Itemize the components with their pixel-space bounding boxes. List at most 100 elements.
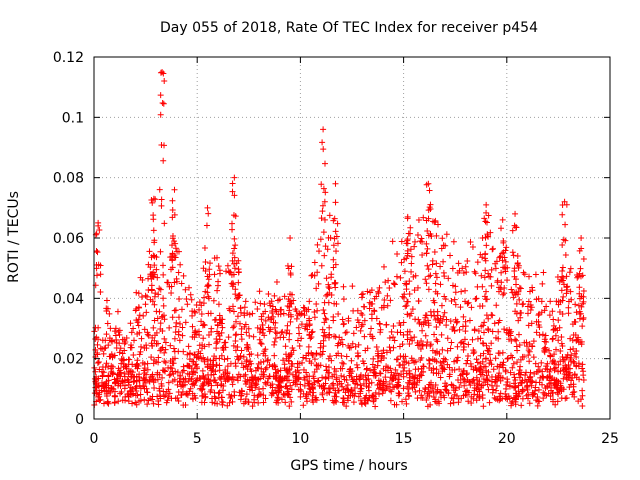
data-point <box>400 385 407 392</box>
data-point <box>176 320 183 327</box>
data-point <box>432 270 439 277</box>
data-point <box>439 346 446 353</box>
data-point <box>234 377 241 384</box>
data-point <box>159 374 166 381</box>
data-point <box>125 381 132 388</box>
data-point <box>287 318 294 325</box>
data-point <box>285 377 292 384</box>
data-point <box>203 222 210 229</box>
data-point <box>562 237 569 244</box>
data-point <box>120 379 127 386</box>
data-point <box>368 325 375 332</box>
data-point <box>427 308 434 315</box>
data-point <box>503 327 510 334</box>
data-point <box>326 324 333 331</box>
data-point <box>425 215 432 222</box>
data-point <box>222 344 229 351</box>
data-point <box>257 391 264 398</box>
data-point <box>270 390 277 397</box>
data-point <box>150 376 157 383</box>
data-point <box>423 396 430 403</box>
data-point <box>372 403 379 410</box>
data-point <box>511 273 518 280</box>
data-point <box>352 343 359 350</box>
data-point <box>326 212 333 219</box>
data-point <box>346 344 353 351</box>
data-point <box>471 327 478 334</box>
data-point <box>284 262 291 269</box>
data-point <box>226 391 233 398</box>
data-point <box>180 402 187 409</box>
data-point <box>282 343 289 350</box>
data-point <box>229 188 236 195</box>
data-point <box>93 247 100 254</box>
data-point <box>407 246 414 253</box>
data-point <box>134 392 141 399</box>
data-point <box>238 325 245 332</box>
data-point <box>110 370 117 377</box>
data-point <box>189 312 196 319</box>
data-point <box>192 309 199 316</box>
data-point <box>277 367 284 374</box>
data-point <box>271 338 278 345</box>
data-point <box>137 391 144 398</box>
data-point <box>533 296 540 303</box>
data-point <box>354 353 361 360</box>
data-point <box>525 298 532 305</box>
data-point <box>160 271 167 278</box>
data-point <box>235 257 242 264</box>
data-point <box>163 399 170 406</box>
data-point <box>155 291 162 298</box>
data-point <box>501 326 508 333</box>
data-point <box>488 266 495 273</box>
data-point <box>419 251 426 258</box>
data-point <box>288 360 295 367</box>
data-point <box>500 359 507 366</box>
data-point <box>238 336 245 343</box>
data-point <box>231 174 238 181</box>
data-point <box>206 266 213 273</box>
data-point <box>169 264 176 271</box>
data-point <box>524 303 531 310</box>
data-point <box>551 382 558 389</box>
data-point <box>527 307 534 314</box>
data-point <box>406 312 413 319</box>
data-point <box>498 269 505 276</box>
data-point <box>571 388 578 395</box>
data-point <box>311 314 318 321</box>
data-point <box>225 268 232 275</box>
data-point <box>224 402 231 409</box>
data-point <box>274 368 281 375</box>
data-point <box>233 295 240 302</box>
data-point <box>177 261 184 268</box>
data-point <box>321 329 328 336</box>
data-point <box>517 309 524 316</box>
data-point <box>500 237 507 244</box>
data-point <box>218 320 225 327</box>
data-point <box>270 319 277 326</box>
data-point <box>102 364 109 371</box>
data-point <box>162 339 169 346</box>
data-point <box>474 259 481 266</box>
data-point <box>105 342 112 349</box>
data-point <box>490 366 497 373</box>
data-point <box>526 400 533 407</box>
data-point <box>488 340 495 347</box>
data-point <box>160 295 167 302</box>
data-point <box>319 139 326 146</box>
data-point <box>235 292 242 299</box>
data-point <box>121 340 128 347</box>
data-point <box>292 306 299 313</box>
data-point <box>509 249 516 256</box>
data-point <box>213 361 220 368</box>
data-point <box>266 373 273 380</box>
data-point <box>311 259 318 266</box>
data-point <box>136 329 143 336</box>
data-point <box>429 261 436 268</box>
data-point <box>360 360 367 367</box>
data-point <box>572 301 579 308</box>
data-point <box>555 298 562 305</box>
data-point <box>435 370 442 377</box>
data-point <box>266 300 273 307</box>
data-point <box>464 376 471 383</box>
